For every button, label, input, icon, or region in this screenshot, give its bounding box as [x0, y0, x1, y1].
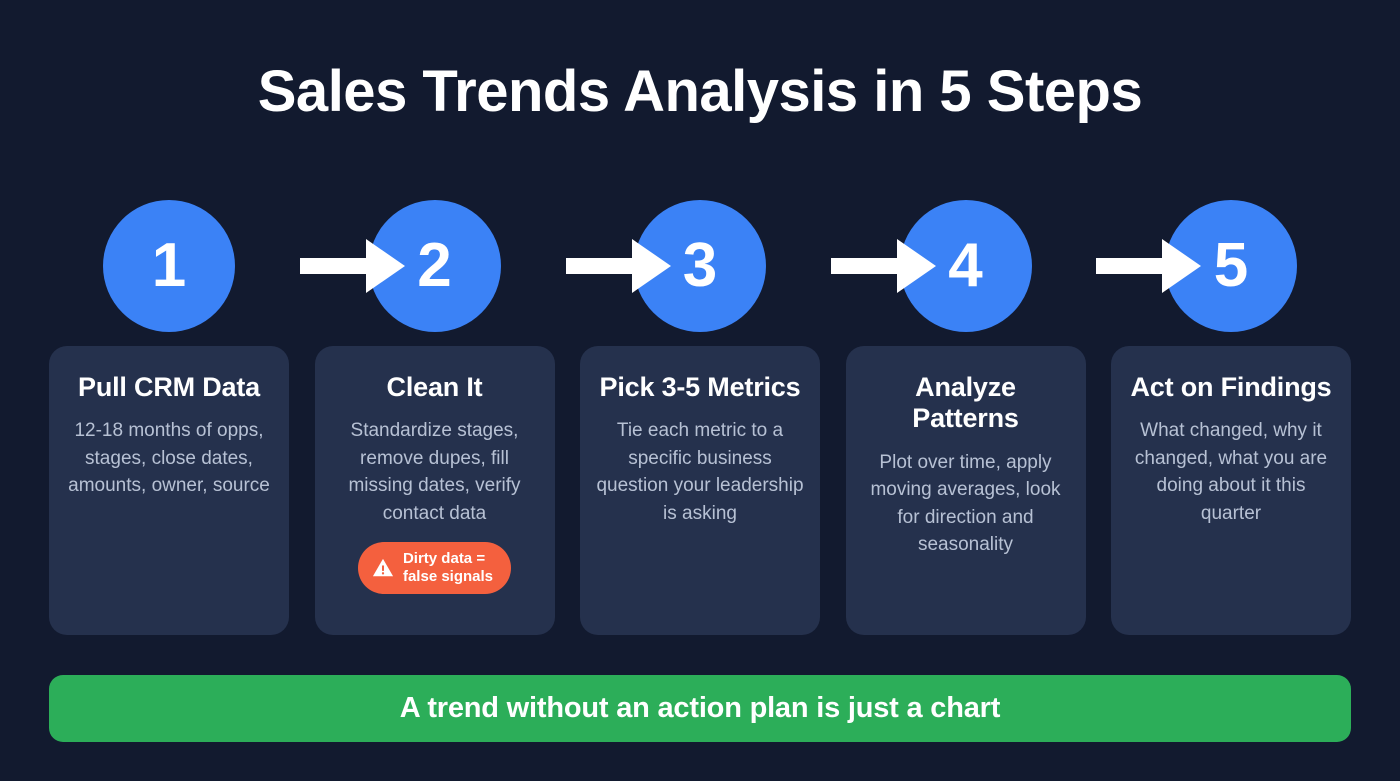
step-circle-cell-5: 5: [1111, 200, 1351, 332]
step-circle-cell-4: 4: [846, 200, 1086, 332]
step-card-title: Clean It: [386, 372, 483, 402]
step-number-circle-3[interactable]: 3: [634, 200, 766, 332]
step-number-label: 5: [1213, 231, 1249, 300]
step-circle-cell-2: 2: [315, 200, 555, 332]
step-card-5[interactable]: Act on Findings What changed, why it cha…: [1111, 346, 1351, 635]
step-cards-row: Pull CRM Data 12-18 months of opps, stag…: [49, 346, 1351, 635]
step-number-label: 1: [151, 231, 187, 300]
step-number-circle-4[interactable]: 4: [899, 200, 1032, 332]
step-card-title: Analyze Patterns: [912, 372, 1019, 434]
step-circle-cell-3: 3: [580, 200, 820, 332]
takeaway-banner: A trend without an action plan is just a…: [49, 675, 1351, 742]
step-number-label: 3: [682, 231, 718, 300]
step-card-description: What changed, why it changed, what you a…: [1134, 420, 1328, 524]
page-title: Sales Trends Analysis in 5 Steps: [257, 59, 1143, 124]
step-card-description: Plot over time, apply moving averages, l…: [870, 451, 1061, 556]
step-circles-row: 1 2 3 4 5: [49, 200, 1351, 332]
step-card-description: 12-18 months of opps, stages, close date…: [68, 420, 270, 497]
step-number-circle-2[interactable]: 2: [368, 200, 501, 332]
step-number-label: 4: [948, 231, 983, 300]
warning-triangle-icon: [372, 558, 394, 577]
step-card-description: Tie each metric to a specific business q…: [596, 420, 804, 524]
step-card-title: Pull CRM Data: [78, 372, 260, 402]
step-card-2[interactable]: Clean It Standardize stages, remove dupe…: [314, 346, 555, 635]
step-card-4[interactable]: Analyze Patterns Plot over time, apply m…: [845, 346, 1086, 635]
step-number-label: 2: [417, 231, 452, 300]
step-number-circle-5[interactable]: 5: [1165, 200, 1297, 332]
takeaway-banner-text: A trend without an action plan is just a…: [399, 692, 1001, 724]
step-card-description: Standardize stages, remove dupes, fill m…: [348, 420, 521, 524]
step-number-circle-1[interactable]: 1: [103, 200, 235, 332]
step-card-title: Pick 3-5 Metrics: [599, 372, 801, 402]
warning-badge-text: Dirty data = false signals: [402, 549, 494, 585]
step-card-1[interactable]: Pull CRM Data 12-18 months of opps, stag…: [49, 346, 289, 635]
step-circle-cell-1: 1: [49, 200, 289, 332]
warning-badge: Dirty data = false signals: [357, 541, 512, 595]
step-card-title: Act on Findings: [1130, 372, 1332, 402]
step-card-3[interactable]: Pick 3-5 Metrics Tie each metric to a sp…: [580, 346, 820, 635]
